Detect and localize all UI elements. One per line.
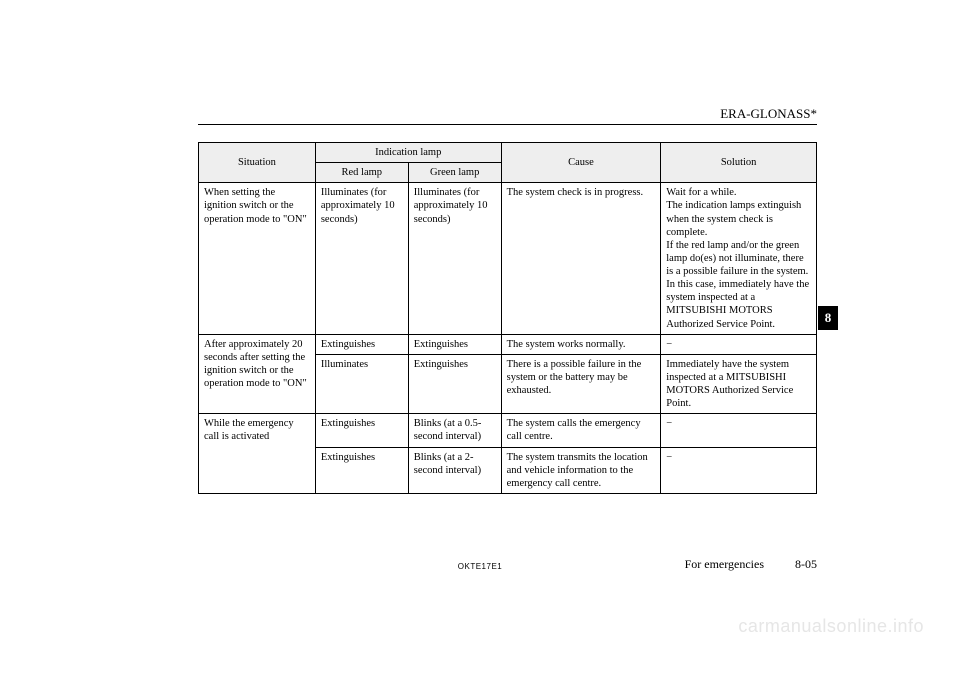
cell-solution: Immediately have the system inspected at… bbox=[661, 354, 817, 414]
cell-situation: After approximately 20 seconds after set… bbox=[199, 334, 316, 414]
footer-right: For emergencies 8-05 bbox=[685, 557, 817, 572]
cell-cause: The system works normally. bbox=[501, 334, 661, 354]
cell-green: Extinguishes bbox=[408, 354, 501, 414]
footer-section: For emergencies bbox=[685, 557, 764, 571]
th-cause: Cause bbox=[501, 143, 661, 183]
cell-green: Blinks (at a 2-second interval) bbox=[408, 447, 501, 493]
cell-situation: While the emergency call is activated bbox=[199, 414, 316, 494]
cell-red: Illuminates bbox=[315, 354, 408, 414]
cell-cause: The system check is in progress. bbox=[501, 183, 661, 334]
cell-red: Illuminates (for approximately 10 second… bbox=[315, 183, 408, 334]
cell-red: Extinguishes bbox=[315, 334, 408, 354]
section-tab: 8 bbox=[818, 306, 838, 330]
cell-cause: The system calls the emergency call cent… bbox=[501, 414, 661, 447]
th-indication: Indication lamp bbox=[315, 143, 501, 163]
cell-solution: − bbox=[661, 414, 817, 447]
table-row: After approximately 20 seconds after set… bbox=[199, 334, 817, 354]
th-red: Red lamp bbox=[315, 163, 408, 183]
cell-green: Illuminates (for approximately 10 second… bbox=[408, 183, 501, 334]
th-solution: Solution bbox=[661, 143, 817, 183]
th-situation: Situation bbox=[199, 143, 316, 183]
watermark: carmanualsonline.info bbox=[738, 616, 924, 637]
th-green: Green lamp bbox=[408, 163, 501, 183]
table-row: While the emergency call is activated Ex… bbox=[199, 414, 817, 447]
cell-situation: When setting the ignition switch or the … bbox=[199, 183, 316, 334]
cell-cause: There is a possible failure in the syste… bbox=[501, 354, 661, 414]
table-row: When setting the ignition switch or the … bbox=[199, 183, 817, 334]
cell-red: Extinguishes bbox=[315, 414, 408, 447]
cell-green: Blinks (at a 0.5-second interval) bbox=[408, 414, 501, 447]
cell-green: Extinguishes bbox=[408, 334, 501, 354]
cell-solution: − bbox=[661, 334, 817, 354]
header-rule bbox=[198, 124, 817, 125]
page-header-title: ERA-GLONASS* bbox=[720, 106, 817, 122]
footer-doc-code: OKTE17E1 bbox=[458, 562, 502, 571]
cell-cause: The system transmits the location and ve… bbox=[501, 447, 661, 493]
manual-page: ERA-GLONASS* 8 Situation Indication lamp… bbox=[0, 0, 960, 679]
cell-solution: − bbox=[661, 447, 817, 493]
table-header-row: Situation Indication lamp Cause Solution bbox=[199, 143, 817, 163]
cell-red: Extinguishes bbox=[315, 447, 408, 493]
footer-page-number: 8-05 bbox=[795, 557, 817, 571]
cell-solution: Wait for a while. The indication lamps e… bbox=[661, 183, 817, 334]
indication-lamp-table: Situation Indication lamp Cause Solution… bbox=[198, 142, 817, 494]
